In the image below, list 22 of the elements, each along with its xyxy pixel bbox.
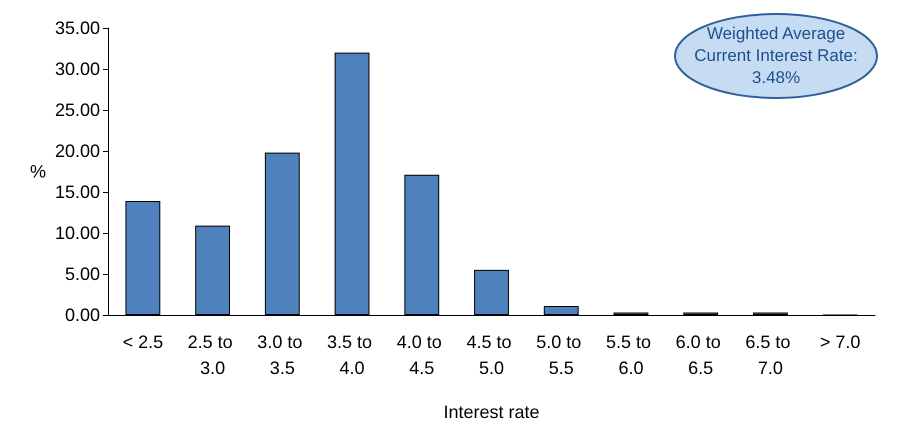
y-tick-label: 0.00 [64, 305, 100, 325]
x-tick-label: 4.5 to 5.0 [466, 332, 517, 378]
y-tick-label: 35.00 [54, 18, 100, 38]
annotation: Weighted Average Current Interest Rate: 3.48% [693, 23, 859, 89]
y-tick-label: 15.00 [54, 182, 100, 202]
x-tick-label: 3.0 to 3.5 [257, 332, 308, 378]
x-tick-label: < 2.5 [122, 332, 164, 352]
y-tick-label: 20.00 [54, 141, 100, 161]
y-tick-label: 25.00 [54, 100, 100, 120]
x-axis-title: Interest rate [443, 402, 540, 422]
x-tick-label: > 7.0 [820, 332, 860, 352]
x-tick-label: 3.5 to 4.0 [327, 332, 378, 378]
y-axis-title: % [30, 162, 46, 182]
x-tick-label: 6.5 to 7.0 [745, 332, 796, 378]
y-tick-label: 30.00 [54, 59, 100, 79]
x-tick-label: 5.0 to 5.5 [536, 332, 586, 378]
x-tick-label: 5.5 to 6.0 [606, 332, 656, 378]
x-tick-label: 6.0 to 6.5 [676, 332, 726, 378]
y-tick-label: 5.00 [64, 264, 100, 284]
x-tick-label: 2.5 to 3.0 [188, 332, 238, 378]
x-tick-label: 4.0 to 4.5 [396, 332, 447, 378]
y-tick-label: 10.00 [54, 223, 100, 243]
